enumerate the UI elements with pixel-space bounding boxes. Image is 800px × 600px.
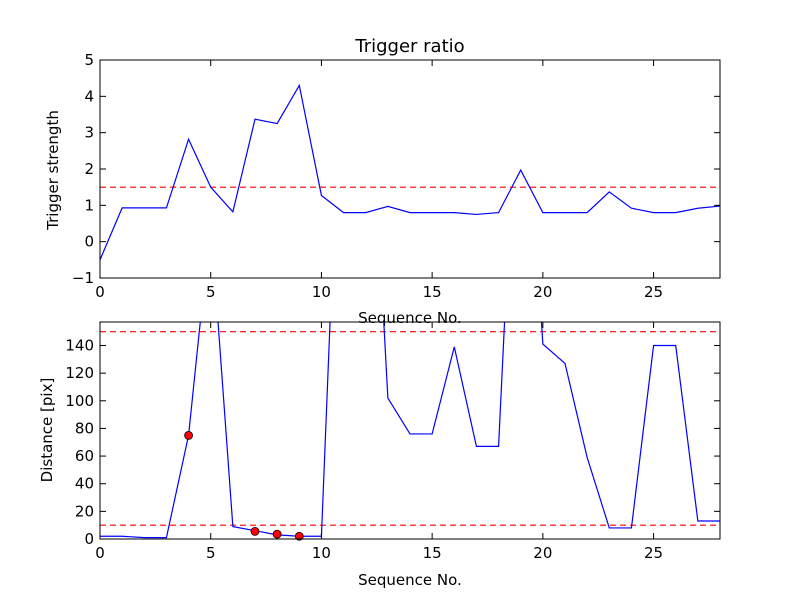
bottom-y-tick-label: 100 xyxy=(65,392,94,410)
bottom-x-tick-label: 0 xyxy=(95,544,105,562)
top-x-tick-label: 20 xyxy=(533,283,552,301)
bottom-y-axis-label: Distance [pix] xyxy=(38,378,56,483)
top-x-tick-label: 5 xyxy=(206,283,216,301)
top-y-tick-label: 4 xyxy=(84,87,94,105)
top-x-tick-label: 25 xyxy=(644,283,663,301)
bottom-y-tick-label: 120 xyxy=(65,364,94,382)
bottom-y-tick-label: 20 xyxy=(75,502,94,520)
bottom-x-tick-label: 15 xyxy=(423,544,442,562)
top-y-tick-label: −1 xyxy=(72,269,94,287)
top-y-tick-label: 0 xyxy=(84,233,94,251)
bottom-y-tick-label: 80 xyxy=(75,419,94,437)
bottom-x-tick-label: 20 xyxy=(533,544,552,562)
top-y-tick-label: 2 xyxy=(84,160,94,178)
bottom-marker-1 xyxy=(250,526,260,536)
bottom-series-line xyxy=(100,322,720,539)
bottom-plot: 0 5 10 15 20 25 0 20 40 60 80 100 120 140 xyxy=(65,321,721,562)
top-x-axis-label: Sequence No. xyxy=(358,309,462,327)
top-x-tick-label: 0 xyxy=(95,283,105,301)
bottom-x-axis-label: Sequence No. xyxy=(358,571,462,589)
chart-title: Trigger ratio xyxy=(354,36,464,57)
bottom-x-tick-label: 5 xyxy=(206,544,216,562)
bottom-x-tick-label: 25 xyxy=(644,544,663,562)
bottom-marker-2 xyxy=(272,529,282,539)
top-y-tick-label: 1 xyxy=(84,196,94,214)
bottom-y-tick-label: 40 xyxy=(75,475,94,493)
bottom-marker-3 xyxy=(294,531,304,541)
bottom-y-tick-label: 60 xyxy=(75,447,94,465)
top-x-tick-label: 15 xyxy=(423,283,442,301)
top-y-tick-label: 5 xyxy=(84,51,94,69)
bottom-axes-frame xyxy=(99,321,721,540)
bottom-x-tick-label: 10 xyxy=(312,544,331,562)
top-series-line xyxy=(100,83,720,261)
top-y-tick-label: 3 xyxy=(84,124,94,142)
top-x-tick-label: 10 xyxy=(312,283,331,301)
bottom-marker-0 xyxy=(184,430,193,440)
top-y-axis-label: Trigger strength xyxy=(44,110,62,231)
bottom-y-tick-label: 140 xyxy=(65,336,94,354)
bottom-y-tick-label: 0 xyxy=(84,530,94,548)
